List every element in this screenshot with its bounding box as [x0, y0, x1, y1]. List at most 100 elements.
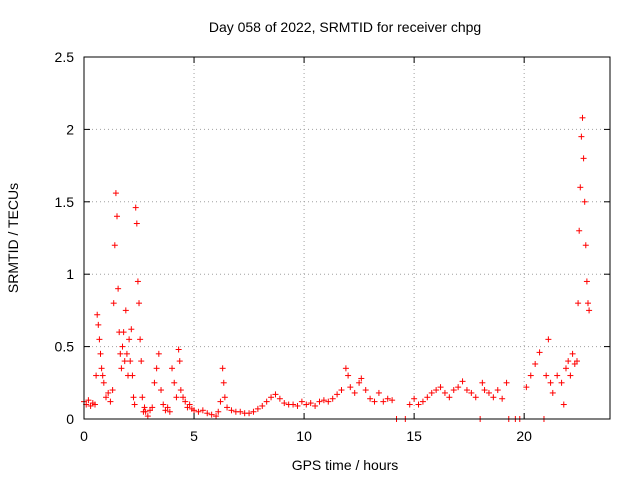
x-tick-label: 0 [80, 428, 88, 444]
data-point [303, 401, 310, 408]
y-tick-label: 2 [66, 121, 74, 137]
data-point [171, 379, 178, 386]
data-point [120, 329, 127, 336]
data-point [472, 394, 479, 401]
data-point [109, 387, 116, 394]
data-point [112, 190, 119, 197]
data-point [158, 387, 165, 394]
data-point [131, 401, 138, 408]
data-point [217, 398, 224, 405]
data-point [338, 387, 345, 394]
data-point [415, 401, 422, 408]
data-point [182, 398, 189, 405]
data-point [132, 204, 139, 211]
data-point [375, 389, 382, 396]
data-point [582, 242, 589, 249]
data-point [583, 278, 590, 285]
data-point [547, 379, 554, 386]
data-point [107, 398, 114, 405]
data-point [268, 394, 275, 401]
y-tick-label: 0.5 [55, 339, 75, 355]
data-point [180, 394, 187, 401]
data-point [119, 343, 126, 350]
data-point [384, 395, 391, 402]
data-point [141, 404, 148, 411]
data-point [450, 387, 457, 394]
data-point [237, 408, 244, 415]
data-point [499, 395, 506, 402]
data-point [219, 365, 226, 372]
data-point [173, 394, 180, 401]
data-point [351, 389, 358, 396]
data-point [367, 395, 374, 402]
data-point [164, 404, 171, 411]
data-point [128, 326, 135, 333]
data-point [494, 387, 501, 394]
data-point [134, 278, 141, 285]
data-point [455, 384, 462, 391]
data-point [155, 350, 162, 357]
data-point [176, 358, 183, 365]
data-point [554, 372, 561, 379]
axis-ticks: 0 5 10 15 20 0 0.5 1 1.5 2 2.5 [55, 49, 610, 444]
data-point [406, 401, 413, 408]
data-point [126, 336, 133, 343]
data-point [118, 365, 125, 372]
data-point [259, 402, 266, 409]
data-point [371, 398, 378, 405]
data-point [110, 300, 117, 307]
data-point [536, 349, 543, 356]
data-point [569, 350, 576, 357]
data-point [191, 407, 198, 414]
data-point [115, 285, 122, 292]
x-tick-label: 15 [406, 428, 422, 444]
data-point [389, 397, 396, 404]
data-point [98, 365, 105, 372]
y-tick-label: 1.5 [55, 194, 75, 210]
data-point [208, 411, 215, 418]
data-point [503, 379, 510, 386]
data-point [85, 397, 92, 404]
data-point [579, 114, 586, 121]
data-markers [81, 114, 593, 422]
x-tick-label: 20 [516, 428, 532, 444]
data-point [281, 400, 288, 407]
data-point [95, 321, 102, 328]
data-point [419, 398, 426, 405]
data-point [358, 375, 365, 382]
data-point [166, 408, 173, 415]
data-point [129, 372, 136, 379]
data-point [320, 397, 327, 404]
data-point [567, 372, 574, 379]
data-point [149, 404, 156, 411]
data-point [142, 408, 149, 415]
data-point [153, 365, 160, 372]
data-point [575, 300, 582, 307]
data-point [144, 413, 151, 420]
data-point [294, 402, 301, 409]
data-point [93, 372, 100, 379]
data-point [362, 387, 369, 394]
data-point [160, 401, 167, 408]
data-point [481, 387, 488, 394]
data-point [586, 307, 593, 314]
data-point [441, 389, 448, 396]
data-point [584, 300, 591, 307]
data-point [250, 408, 257, 415]
x-tick-label: 10 [296, 428, 312, 444]
data-point [215, 408, 222, 415]
data-point [94, 311, 101, 318]
data-point [342, 365, 349, 372]
data-point [117, 350, 124, 357]
data-point [127, 358, 134, 365]
data-point [565, 358, 572, 365]
data-point [263, 398, 270, 405]
data-point [246, 410, 253, 417]
data-point [137, 336, 144, 343]
data-point [228, 407, 235, 414]
data-point [312, 402, 319, 409]
plot-frame [83, 56, 611, 420]
data-point [96, 336, 103, 343]
data-point [424, 394, 431, 401]
